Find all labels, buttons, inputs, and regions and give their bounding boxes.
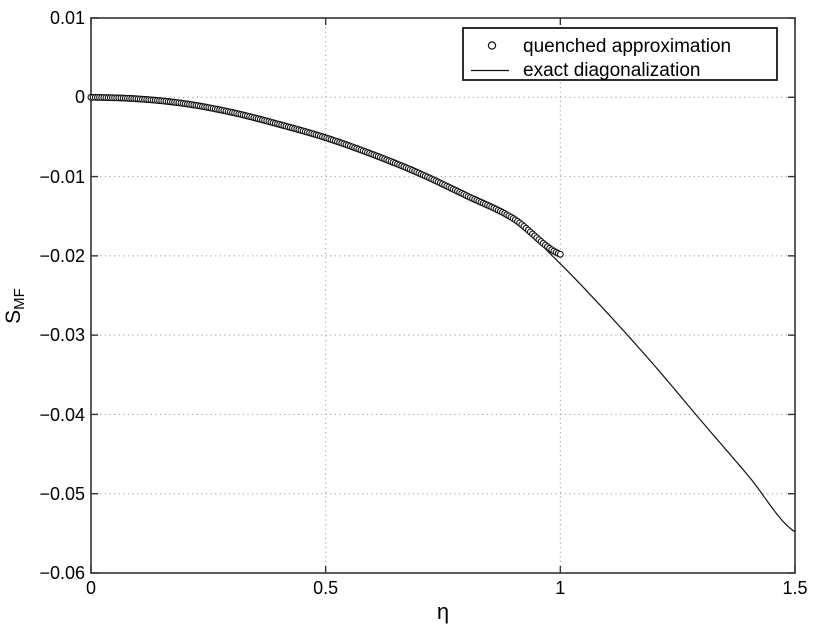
y-axis-label-subscript: MF [11, 288, 28, 310]
y-tick-label: −0.05 [39, 484, 85, 504]
y-tick-label: −0.06 [39, 563, 85, 583]
quenched-approximation-markers [87, 93, 564, 258]
grid-layer [91, 18, 795, 573]
x-axis-tick-labels: 0 0.5 1 1.5 [86, 578, 808, 598]
y-axis-tick-labels: 0.01 0 −0.01 −0.02 −0.03 −0.04 −0.05 −0.… [39, 8, 85, 583]
y-axis-label: SMF [2, 288, 28, 324]
legend-entry-quenched: quenched approximation [523, 36, 731, 57]
y-tick-label: 0.01 [50, 8, 85, 28]
y-tick-label: −0.01 [39, 167, 85, 187]
y-tick-label: −0.03 [39, 325, 85, 345]
tick-layer [90, 17, 796, 574]
y-tick-label: −0.02 [39, 246, 85, 266]
axes-frame [90, 17, 796, 574]
x-tick-label: 0 [86, 578, 96, 598]
legend: quenched approximation exact diagonaliza… [462, 27, 778, 81]
x-tick-label: 1.5 [782, 578, 807, 598]
x-tick-label: 1 [555, 578, 565, 598]
x-axis-label: η [437, 599, 449, 624]
y-tick-label: 0 [75, 87, 85, 107]
x-tick-label: 0.5 [313, 578, 338, 598]
data-point-circle [556, 250, 564, 258]
legend-circle-marker-icon [487, 41, 497, 50]
y-tick-label: −0.04 [39, 405, 85, 425]
legend-box [462, 27, 778, 81]
legend-entry-exact: exact diagonalization [523, 60, 700, 81]
y-axis-label-base: S [2, 310, 25, 324]
